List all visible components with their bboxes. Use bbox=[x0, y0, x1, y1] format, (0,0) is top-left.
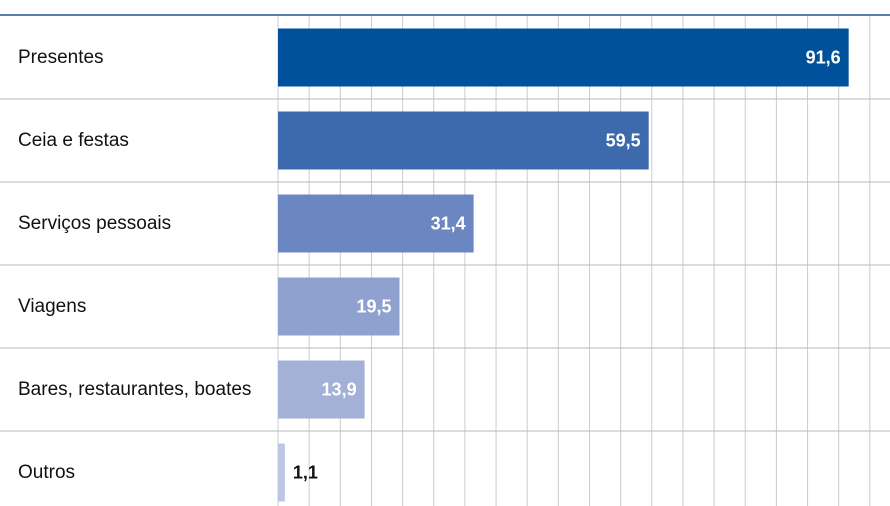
category-label: Outros bbox=[18, 462, 75, 483]
category-label: Bares, restaurantes, boates bbox=[18, 379, 251, 400]
bar bbox=[278, 277, 400, 336]
bar bbox=[278, 443, 285, 502]
category-label: Presentes bbox=[18, 47, 104, 68]
bar bbox=[278, 111, 649, 170]
value-label: 31,4 bbox=[431, 214, 466, 234]
category-label: Serviços pessoais bbox=[18, 213, 171, 234]
value-label: 59,5 bbox=[606, 131, 641, 151]
value-label: 13,9 bbox=[322, 380, 357, 400]
value-labels: 91,6 59,5 31,4 19,5 13,9 1,1 bbox=[293, 48, 841, 483]
bars bbox=[278, 28, 849, 502]
category-label: Ceia e festas bbox=[18, 130, 129, 151]
category-labels: Presentes Ceia e festas Serviços pessoais V… bbox=[18, 47, 251, 483]
value-label: 1,1 bbox=[293, 463, 318, 483]
bar bbox=[278, 360, 365, 419]
category-label: Viagens bbox=[18, 296, 86, 317]
bar bbox=[278, 194, 474, 253]
value-label: 91,6 bbox=[806, 48, 841, 68]
grid-lines bbox=[277, 15, 871, 506]
value-label: 19,5 bbox=[356, 297, 391, 317]
row-separators bbox=[0, 98, 890, 432]
bar bbox=[278, 28, 849, 87]
